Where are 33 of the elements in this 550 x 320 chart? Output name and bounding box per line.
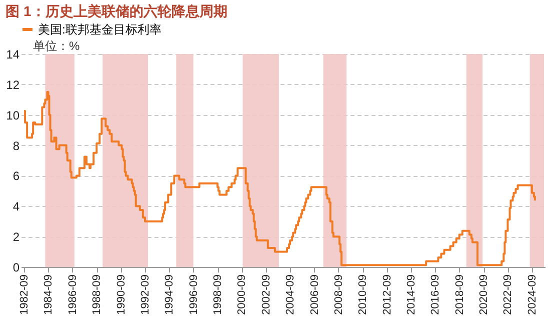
x-tick-label: 2014-09	[405, 274, 418, 315]
x-tick-label: 2006-09	[308, 274, 321, 315]
y-tick-label: 10	[6, 108, 20, 122]
x-tick-label: 2022-09	[502, 274, 514, 315]
x-tick-label: 1986-09	[66, 274, 79, 315]
legend-label: 美国:联邦基金目标利率	[38, 22, 162, 36]
y-tick-label: 6	[12, 169, 20, 184]
y-tick-label: 4	[12, 200, 20, 214]
x-tick-label: 2000-09	[236, 274, 248, 315]
y-tick-label: 8	[12, 138, 20, 153]
x-tick-label: 1992-09	[139, 274, 152, 315]
x-tick-label: 1984-09	[42, 274, 55, 315]
x-tick-label: 1994-09	[164, 274, 176, 315]
x-tick-label: 1982-09	[18, 274, 31, 315]
x-tick-label: 2024-09	[526, 274, 538, 315]
x-tick-label: 2008-09	[332, 274, 345, 315]
x-tick-label: 1988-09	[91, 274, 104, 315]
x-tick-label: 2002-09	[260, 274, 272, 315]
x-tick-label: 1998-09	[212, 274, 224, 315]
x-tick-label: 1996-09	[188, 274, 200, 315]
y-tick-label: 12	[6, 78, 20, 92]
x-tick-label: 1990-09	[115, 274, 128, 315]
x-tick-label: 2020-09	[478, 274, 490, 315]
chart-title: 图 1：历史上美联储的六轮降息周期	[6, 3, 228, 19]
x-tick-label: 2018-09	[454, 274, 466, 315]
y-tick-label: 14	[6, 48, 20, 62]
y-tick-label: 2	[12, 230, 20, 244]
x-tick-label: 2016-09	[430, 274, 442, 315]
x-tick-label: 2010-09	[357, 274, 370, 315]
x-tick-label: 2012-09	[381, 274, 394, 315]
y-tick-label: 0	[12, 260, 20, 274]
text: 单位：%	[33, 39, 80, 53]
x-tick-label: 2004-09	[284, 274, 297, 315]
